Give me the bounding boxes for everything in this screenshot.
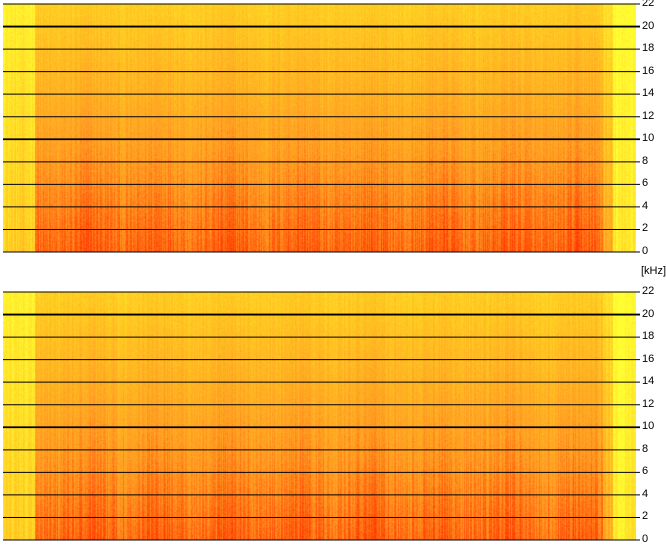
- spectrogram-bottom-grid: [3, 291, 640, 541]
- spectrogram-top: [3, 3, 640, 253]
- y-tick-label: 10: [642, 132, 655, 145]
- y-tick-label: 2: [642, 510, 649, 523]
- spectrogram-bottom-image: [3, 292, 636, 540]
- y-tick-label: 6: [642, 177, 649, 190]
- y-tick-label: 10: [642, 420, 655, 433]
- y-tick-label: 8: [642, 442, 649, 455]
- unit-label: [kHz]: [641, 265, 666, 277]
- y-axis-bottom: 22 20 18 16 14 12 10 8 6 4 2 0: [636, 286, 666, 545]
- y-tick-label: 18: [642, 42, 655, 55]
- y-tick-label: 0: [642, 533, 649, 545]
- y-tick-label: 8: [642, 154, 649, 167]
- spectrogram-top-image: [3, 4, 636, 252]
- y-axis-top: 22 20 18 16 14 12 10 8 6 4 2 0: [636, 0, 666, 257]
- y-tick-label: 20: [642, 19, 655, 32]
- y-tick-label: 16: [642, 64, 655, 77]
- y-tick-label: 0: [642, 245, 649, 257]
- y-tick-label: 2: [642, 222, 649, 235]
- y-tick-label: 4: [642, 487, 649, 500]
- y-tick-label: 4: [642, 199, 649, 212]
- y-tick-label: 12: [642, 397, 655, 410]
- spectrogram-bottom: [3, 291, 640, 541]
- y-tick-label: 22: [642, 285, 655, 297]
- y-tick-label: 22: [642, 0, 655, 9]
- spectrogram-top-grid: [3, 3, 640, 253]
- y-tick-label: 16: [642, 352, 655, 365]
- y-tick-label: 14: [642, 87, 655, 100]
- y-tick-label: 12: [642, 109, 655, 122]
- y-tick-label: 6: [642, 465, 649, 478]
- y-tick-label: 20: [642, 307, 655, 320]
- y-tick-label: 18: [642, 330, 655, 343]
- y-tick-label: 14: [642, 375, 655, 388]
